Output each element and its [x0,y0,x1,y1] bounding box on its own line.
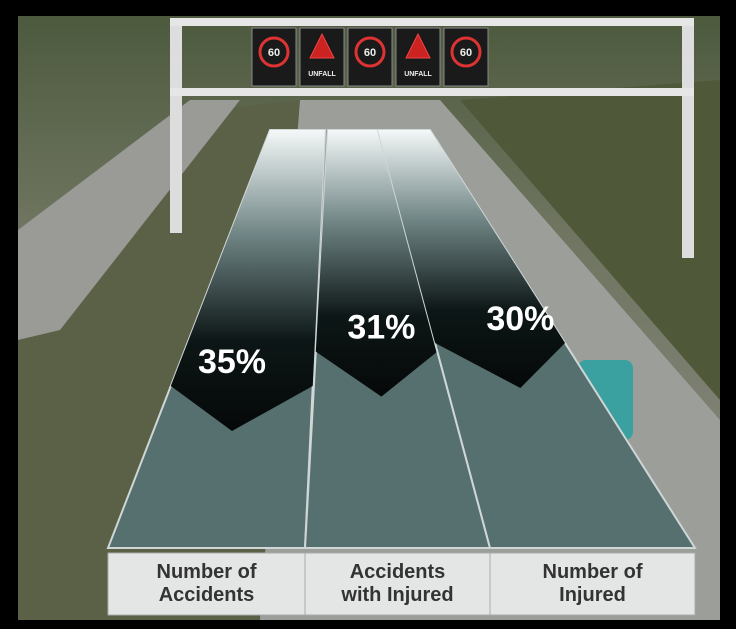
bar [170,130,325,431]
sign-text: UNFALL [404,71,432,78]
category-text: Number of Accidents [156,561,257,606]
category-label: Number of Injured [490,553,695,615]
category-label: Accidents with Injured [305,553,490,615]
label-box [304,552,491,616]
sign-text: 60 [460,47,472,59]
sign-text: 60 [268,47,280,59]
sign-icon [258,36,290,68]
gantry-post [170,18,182,233]
sign-icon [309,32,335,59]
sign-text: 60 [364,47,376,59]
category-label: Number of Accidents [108,553,305,615]
bar [315,130,438,397]
left-road [18,100,240,340]
label-box [489,552,696,616]
bar [378,130,566,388]
value-label: 31% [347,309,415,347]
value-label: 35% [198,343,266,381]
label-box [107,552,306,616]
sign-icon [354,36,386,68]
right-verge [460,80,720,400]
category-text: Number of Injured [542,561,643,606]
gantry-post [682,18,694,258]
category-text: Accidents with Injured [341,561,454,606]
sign-text: UNFALL [308,71,336,78]
gantry-beam [170,88,694,96]
gantry-beam [170,18,694,26]
sign-icon [450,36,482,68]
value-label: 30% [486,300,554,338]
sign-icon [405,32,431,59]
